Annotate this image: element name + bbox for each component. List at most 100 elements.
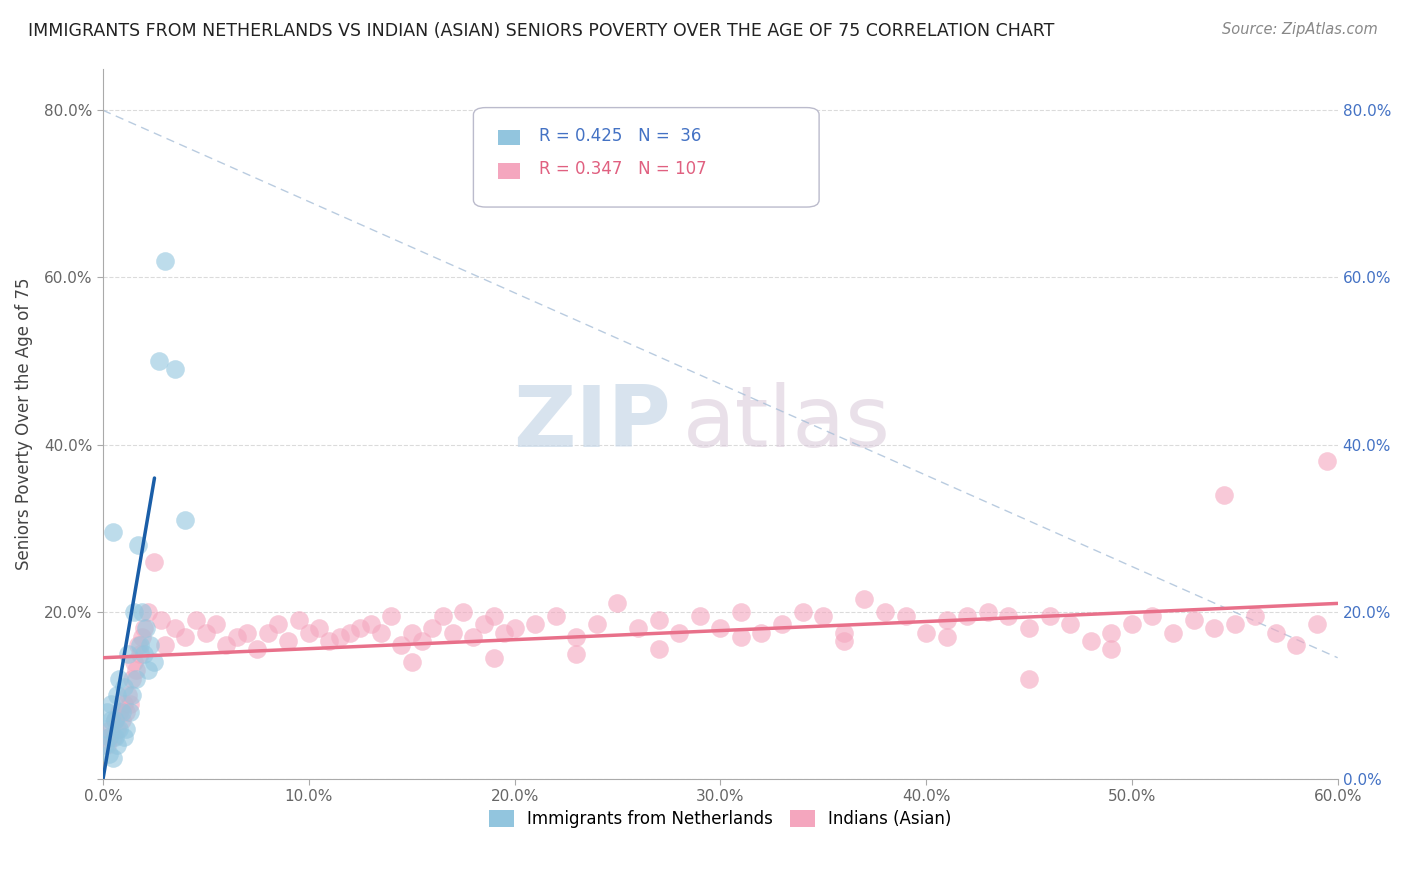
Point [129,638,152,652]
Point [1059,617,1081,632]
Point [267,617,290,632]
Text: atlas: atlas [683,382,891,466]
Point [125,663,148,677]
Point [153,638,176,652]
Point [792,605,814,619]
Y-axis label: Seniors Poverty Over the Age of 75: Seniors Poverty Over the Age of 75 [15,277,32,570]
Point [136,605,159,619]
Point [131,605,153,619]
Point [709,622,731,636]
Point [1306,617,1329,632]
Text: ZIP: ZIP [513,382,671,466]
Point [225,630,247,644]
Point [100,714,122,728]
Point [98,730,121,744]
Point [163,622,186,636]
Point [100,697,122,711]
Point [389,638,412,652]
Point [107,739,129,753]
Point [360,617,382,632]
Point [524,617,547,632]
Point [98,730,121,744]
Point [94,739,117,753]
Point [472,617,495,632]
Point [104,714,127,728]
Point [143,655,166,669]
Point [770,617,793,632]
Point [127,638,149,652]
Point [112,680,135,694]
Point [114,722,136,736]
Text: R = 0.425   N =  36: R = 0.425 N = 36 [538,127,702,145]
Point [329,630,352,644]
Point [98,747,121,761]
Point [108,722,131,736]
Point [308,622,330,636]
Point [256,625,278,640]
Point [482,609,505,624]
Point [129,647,152,661]
Point [107,722,129,736]
Point [813,609,835,624]
Point [287,613,309,627]
Point [125,672,148,686]
Point [1018,622,1040,636]
Point [236,625,259,640]
Point [96,722,118,736]
Point [277,634,299,648]
Point [935,613,957,627]
Point [894,609,917,624]
Point [1213,488,1236,502]
Point [463,630,485,644]
Point [1161,625,1184,640]
Point [108,705,131,719]
Point [606,596,628,610]
Point [1121,617,1143,632]
Point [1099,642,1122,657]
Point [482,650,505,665]
Point [1264,625,1286,640]
Point [118,705,141,719]
Point [411,634,433,648]
Point [246,642,269,657]
Point [114,705,136,719]
Point [174,513,197,527]
Point [432,609,454,624]
Point [420,622,443,636]
Point [104,714,127,728]
Point [401,655,423,669]
Point [997,609,1019,624]
Point [1244,609,1267,624]
Point [565,630,588,644]
Point [117,647,139,661]
Point [1182,613,1205,627]
Point [121,689,143,703]
Point [441,625,464,640]
Point [503,622,526,636]
Point [215,638,238,652]
Point [112,697,135,711]
Point [194,625,217,640]
Point [163,362,186,376]
Point [112,730,135,744]
Point [1080,634,1102,648]
Point [121,672,143,686]
Point [298,625,321,640]
Point [339,625,361,640]
Point [586,617,609,632]
Point [107,689,129,703]
Point [1223,617,1246,632]
Point [380,609,402,624]
Text: IMMIGRANTS FROM NETHERLANDS VS INDIAN (ASIAN) SENIORS POVERTY OVER THE AGE OF 75: IMMIGRANTS FROM NETHERLANDS VS INDIAN (A… [28,22,1054,40]
Point [131,630,153,644]
Point [977,605,1000,619]
Point [118,697,141,711]
Bar [498,163,520,178]
Point [117,689,139,703]
Point [1204,622,1226,636]
Point [565,647,588,661]
Point [153,253,176,268]
Point [627,622,650,636]
Point [956,609,979,624]
Point [647,642,669,657]
